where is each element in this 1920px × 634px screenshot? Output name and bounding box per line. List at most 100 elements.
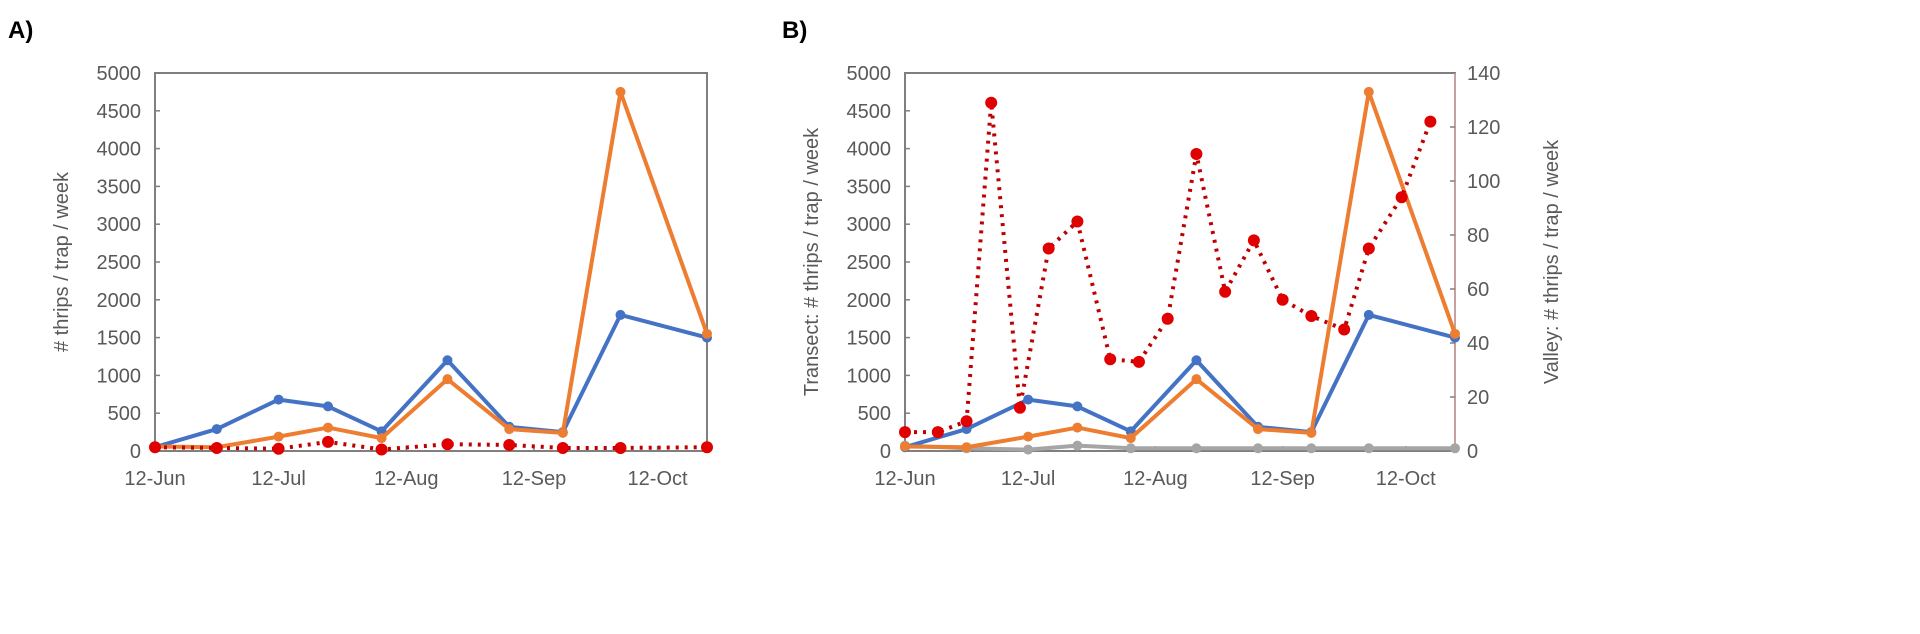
series-2-point: [1306, 427, 1317, 438]
series-2-point: [322, 435, 335, 448]
series-0-point: [1306, 443, 1317, 454]
series-1-point: [1363, 309, 1374, 320]
series-1-point: [442, 374, 453, 385]
series-3-point: [1362, 242, 1375, 255]
y-tick-label: 3500: [847, 176, 892, 198]
y-tick-label: 0: [130, 441, 141, 463]
series-2-point: [441, 438, 454, 451]
series-2-point: [1450, 328, 1460, 339]
series-0-point: [323, 401, 334, 412]
series-0-line: [904, 443, 1455, 452]
series-0-point: [615, 309, 626, 320]
right-y-tick-label: 0: [1467, 441, 1478, 463]
series-1-point: [702, 328, 712, 339]
series-3-point: [1042, 242, 1055, 255]
series-3-point: [1305, 310, 1318, 322]
x-tick-label: 12-Sep: [1250, 468, 1315, 490]
series-0-point: [1072, 440, 1083, 451]
series-1-point: [376, 433, 387, 444]
right-y-tick-label: 20: [1467, 387, 1489, 409]
series-0-point: [1023, 444, 1034, 455]
series-1-line: [904, 312, 1456, 450]
series-3-point: [1338, 323, 1351, 336]
x-tick-label: 12-Aug: [374, 468, 439, 490]
series-2-point: [1023, 431, 1034, 442]
series-1-point: [615, 86, 626, 97]
series-2-point: [961, 442, 972, 453]
x-tick-label: 12-Oct: [628, 468, 688, 490]
y-tick-label: 500: [858, 403, 891, 425]
series-3-line: [905, 100, 1433, 435]
y-tick-label: 5000: [847, 63, 892, 85]
series-3-point: [1132, 355, 1145, 368]
series-2-point: [272, 442, 285, 455]
series-3-point: [1013, 401, 1026, 414]
series-1-point: [1072, 401, 1083, 412]
series-0-point: [442, 355, 453, 366]
series-2-point: [701, 441, 713, 454]
series-2-point: [1072, 422, 1083, 433]
y-tick-label: 2000: [97, 290, 142, 312]
panel-a-y-axis-title: # thrips / trap / week: [51, 171, 73, 352]
y-tick-label: 2000: [847, 290, 892, 312]
y-tick-label: 2500: [97, 252, 142, 274]
x-tick-label: 12-Oct: [1376, 468, 1436, 490]
series-0-line: [154, 312, 708, 450]
series-2-line: [154, 439, 708, 452]
right-y-tick-label: 60: [1467, 279, 1489, 301]
series-2-point: [556, 441, 569, 454]
series-2-point: [1363, 86, 1374, 97]
y-tick-label: 5000: [97, 63, 142, 85]
series-3-point: [1424, 115, 1437, 128]
series-3-point: [1190, 148, 1203, 160]
series-3-point: [1161, 312, 1174, 325]
series-0-point: [1450, 443, 1460, 454]
series-3-point: [1276, 293, 1289, 306]
panel-b-right-axis-title: Valley: # thrips / trap / week: [1541, 139, 1563, 384]
series-2-line: [904, 89, 1457, 450]
y-tick-label: 1500: [97, 328, 142, 350]
series-0-point: [211, 424, 222, 435]
series-1-point: [1023, 394, 1034, 405]
series-1-point: [1191, 355, 1202, 366]
right-y-tick-label: 40: [1467, 333, 1489, 355]
right-y-tick-label: 80: [1467, 225, 1489, 247]
series-2-point: [900, 441, 910, 452]
series-3-point: [1395, 191, 1408, 204]
series-2-point: [1191, 374, 1202, 385]
y-tick-label: 3500: [97, 176, 142, 198]
x-tick-label: 12-Jul: [251, 468, 305, 490]
right-y-tick-label: 120: [1467, 117, 1500, 139]
y-tick-label: 0: [880, 441, 891, 463]
right-y-tick-label: 100: [1467, 171, 1500, 193]
series-1-line: [154, 89, 709, 450]
series-2-point: [1252, 424, 1263, 435]
series-0-point: [1363, 443, 1374, 454]
panel-b: B) Transect: # thrips / trap / week Vall…: [782, 17, 1563, 490]
panel-a-label: A): [8, 17, 33, 44]
series-3-point: [960, 415, 973, 428]
series-1-point: [273, 431, 284, 442]
x-tick-label: 12-Aug: [1123, 468, 1188, 490]
series-2-point: [375, 443, 388, 456]
panel-b-label: B): [782, 17, 807, 44]
series-1-point: [323, 422, 334, 433]
series-3-point: [899, 426, 911, 439]
series-3-point: [1219, 285, 1232, 298]
series-3-point: [1104, 353, 1117, 366]
series-2-point: [1125, 433, 1136, 444]
series-0-point: [1252, 443, 1263, 454]
panel-a: A) # thrips / trap / week 0 500 1000 1500 20…: [8, 17, 713, 490]
series-1-point: [557, 427, 568, 438]
right-y-tick-label: 140: [1467, 63, 1500, 85]
series-3-point: [1247, 234, 1260, 247]
y-tick-label: 3000: [847, 214, 892, 236]
x-tick-label: 12-Sep: [502, 468, 567, 490]
y-tick-label: 500: [108, 403, 141, 425]
x-tick-label: 12-Jun: [874, 468, 935, 490]
y-tick-label: 4000: [97, 139, 142, 161]
x-tick-label: 12-Jun: [124, 468, 185, 490]
y-tick-label: 4500: [97, 101, 142, 123]
y-tick-label: 1000: [847, 365, 892, 387]
